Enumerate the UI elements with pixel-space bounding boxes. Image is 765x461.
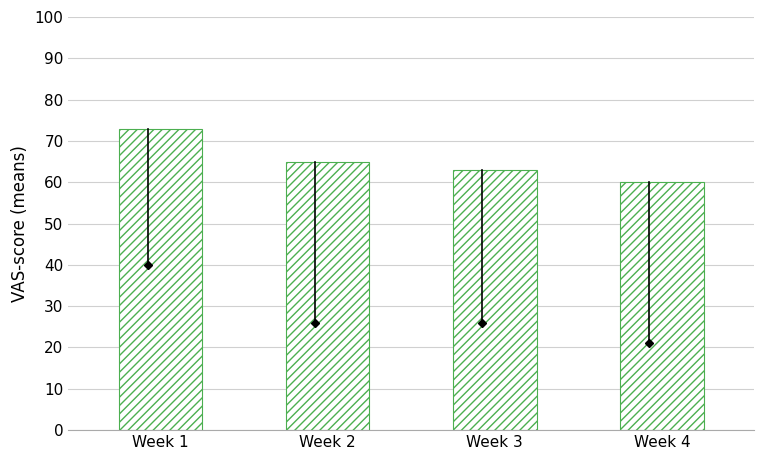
- Bar: [119, 129, 202, 430]
- Y-axis label: VAS-score (means): VAS-score (means): [11, 145, 29, 302]
- Bar: [286, 162, 369, 430]
- Bar: [453, 170, 536, 430]
- Bar: [620, 182, 704, 430]
